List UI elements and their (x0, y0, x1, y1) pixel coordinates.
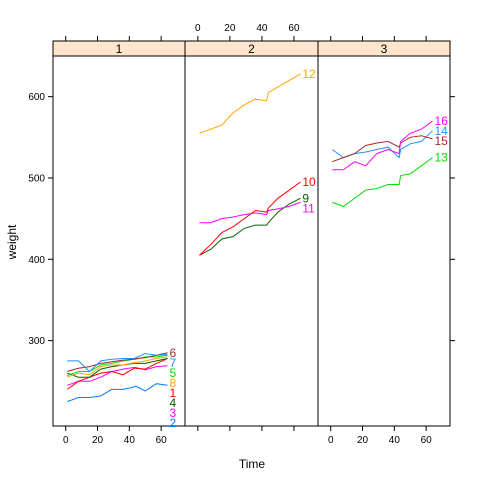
series-label-7: 7 (170, 356, 177, 370)
y-axis-title: weight (5, 224, 19, 260)
series-label-13: 13 (435, 151, 449, 165)
x-tick-label: 20 (92, 435, 104, 446)
series-line-2 (67, 383, 168, 403)
series-line-9 (199, 197, 301, 256)
series-line-13 (332, 157, 433, 207)
x-tick-label: 0 (195, 23, 201, 34)
x-tick-label: 20 (357, 435, 369, 446)
series-label-5: 5 (170, 366, 177, 380)
series-line-7 (67, 353, 168, 373)
x-tick-label: 0 (328, 435, 334, 446)
series-line-10 (199, 181, 301, 256)
x-tick-label: 40 (256, 23, 268, 34)
x-axis-title: Time (239, 457, 266, 471)
x-tick-label: 0 (63, 435, 69, 446)
x-tick-label: 60 (288, 23, 300, 34)
panel-3 (317, 55, 451, 427)
series-label-15: 15 (435, 134, 449, 148)
x-tick-label: 20 (224, 23, 236, 34)
strip-label-1: 1 (116, 42, 123, 56)
series-label-12: 12 (302, 67, 316, 81)
series-line-14 (332, 130, 433, 159)
series-label-1: 1 (170, 386, 177, 400)
series-label-2: 2 (170, 416, 177, 430)
series-label-8: 8 (170, 376, 177, 390)
x-tick-label: 60 (421, 435, 433, 446)
series-line-8 (67, 356, 168, 378)
y-tick-label: 500 (28, 173, 45, 184)
y-tick-label: 300 (28, 336, 45, 347)
series-line-11 (199, 201, 301, 224)
series-line-15 (332, 135, 433, 163)
x-tick-label: 40 (124, 435, 136, 446)
series-label-3: 3 (170, 406, 177, 420)
strip-label-3: 3 (381, 42, 388, 56)
series-label-4: 4 (170, 396, 177, 410)
series-label-11: 11 (302, 201, 315, 215)
x-tick-label: 40 (389, 435, 401, 446)
series-label-6: 6 (170, 346, 177, 360)
series-line-3 (67, 365, 168, 386)
series-label-16: 16 (435, 114, 449, 128)
series-line-16 (332, 120, 433, 171)
strip-label-2: 2 (248, 42, 255, 56)
y-tick-label: 600 (28, 92, 45, 103)
x-tick-label: 60 (156, 435, 168, 446)
series-label-9: 9 (302, 191, 309, 205)
series-label-10: 10 (302, 175, 316, 189)
series-line-6 (67, 352, 168, 372)
panel-1 (52, 55, 186, 427)
series-line-12 (199, 73, 301, 134)
panel-2 (184, 55, 319, 427)
series-label-14: 14 (435, 124, 449, 138)
series-line-1 (67, 358, 168, 390)
y-tick-label: 400 (28, 255, 45, 266)
